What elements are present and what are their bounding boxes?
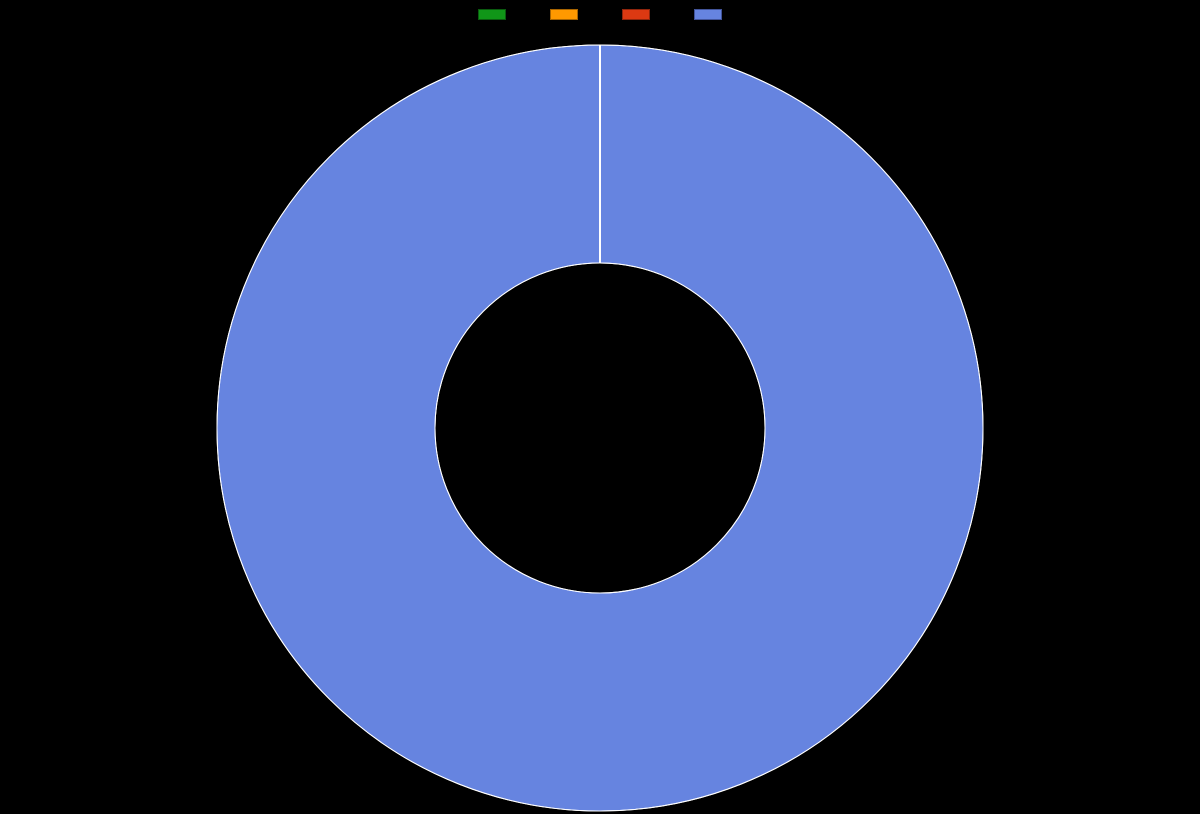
donut-chart bbox=[0, 14, 1200, 814]
donut-hole bbox=[436, 264, 764, 592]
donut-chart-container bbox=[0, 28, 1200, 800]
